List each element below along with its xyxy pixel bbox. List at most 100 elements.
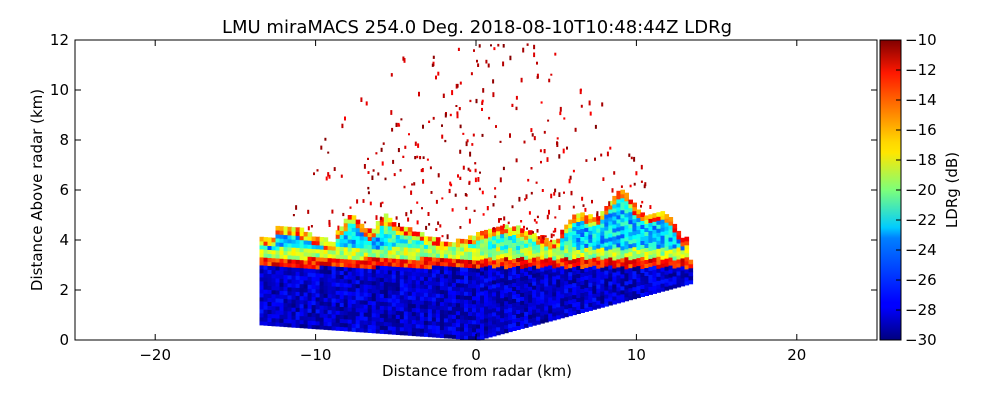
echo-cell — [343, 314, 349, 320]
echo-cell — [395, 266, 401, 271]
echo-cell — [620, 273, 625, 279]
echo-cell — [564, 232, 569, 238]
echo-cell — [371, 308, 377, 314]
echo-cell — [451, 258, 457, 263]
echo-cell — [492, 259, 497, 265]
echo-cell — [500, 301, 505, 307]
echo-cell — [644, 231, 649, 236]
echo-cell — [323, 261, 329, 266]
echo-cell — [556, 258, 561, 264]
echo-cell — [588, 266, 593, 271]
echo-cell — [500, 317, 505, 323]
echo-cell — [283, 262, 289, 268]
echo-cell — [648, 282, 653, 287]
echo-cell — [451, 334, 457, 339]
echo-cell — [568, 267, 573, 273]
echo-cell — [451, 270, 457, 275]
sparse-echo-point — [381, 201, 384, 204]
sparse-echo-point — [522, 47, 525, 53]
echo-cell — [552, 243, 557, 249]
echo-cell — [532, 245, 537, 250]
sparse-echo-point — [422, 124, 424, 129]
sparse-echo-point — [503, 216, 506, 221]
echo-cell — [624, 208, 629, 214]
echo-cell — [504, 284, 509, 290]
echo-cell — [263, 289, 269, 294]
echo-cell — [283, 274, 289, 280]
echo-cell — [652, 281, 657, 286]
echo-cell — [443, 285, 449, 291]
echo-cell — [395, 258, 401, 263]
echo-cell — [287, 254, 293, 260]
echo-cell — [339, 322, 345, 327]
echo-cell — [375, 225, 381, 230]
sparse-echo-point — [390, 110, 393, 115]
echo-cell — [447, 302, 453, 307]
sparse-echo-point — [531, 133, 534, 137]
echo-cell — [431, 252, 437, 258]
echo-cell — [355, 299, 361, 305]
echo-cell — [363, 228, 369, 233]
echo-cell — [383, 221, 389, 227]
echo-cell — [403, 298, 409, 304]
sparse-echo-point — [509, 133, 511, 138]
echo-cell — [395, 242, 401, 247]
echo-cell — [548, 304, 553, 310]
echo-cell — [375, 289, 381, 294]
echo-cell — [472, 243, 477, 249]
echo-cell — [343, 274, 349, 280]
echo-cell — [399, 246, 405, 252]
echo-cell — [652, 277, 657, 282]
echo-cell — [267, 317, 273, 322]
echo-cell — [472, 295, 477, 301]
echo-cell — [443, 241, 449, 247]
echo-cell — [604, 214, 609, 219]
echo-cell — [323, 273, 329, 278]
echo-cell — [652, 289, 657, 294]
echo-cell — [351, 223, 357, 228]
echo-cell — [411, 323, 417, 329]
echo-cell — [520, 324, 525, 329]
sparse-echo-point — [536, 75, 539, 79]
echo-cell — [355, 327, 361, 333]
echo-cell — [407, 235, 413, 240]
echo-cell — [339, 298, 345, 303]
echo-cell — [508, 295, 513, 301]
sparse-echo-point — [515, 158, 518, 163]
echo-cell — [451, 302, 457, 307]
echo-cell — [492, 271, 497, 277]
sparse-echo-point — [481, 190, 484, 195]
echo-cell — [476, 304, 481, 309]
echo-cell — [676, 230, 682, 236]
echo-cell — [528, 274, 533, 279]
echo-cell — [488, 228, 493, 234]
echo-cell — [391, 274, 397, 279]
echo-cell — [528, 318, 533, 323]
echo-cell — [620, 249, 625, 255]
echo-cell — [435, 281, 441, 286]
echo-cell — [636, 241, 641, 247]
echo-cell — [291, 287, 297, 292]
echo-cell — [431, 324, 437, 330]
echo-cell — [419, 324, 425, 329]
echo-cell — [371, 316, 377, 322]
y-tick-label: 4 — [59, 231, 69, 249]
echo-cell — [259, 312, 265, 318]
echo-cell — [480, 318, 485, 324]
echo-cell — [443, 325, 449, 331]
echo-cell — [612, 251, 617, 257]
echo-cell — [455, 334, 461, 340]
echo-cell — [315, 248, 321, 254]
echo-cell — [596, 248, 601, 253]
echo-cell — [291, 263, 297, 268]
echo-cell — [624, 240, 629, 246]
sparse-echo-point — [494, 187, 497, 190]
echo-cell — [439, 281, 445, 287]
echo-cell — [504, 316, 509, 322]
sparse-echo-point — [536, 229, 539, 233]
sparse-echo-point — [364, 221, 367, 224]
echo-cell — [343, 326, 349, 332]
sparse-echo-point — [414, 141, 417, 146]
echo-cell — [307, 276, 313, 281]
echo-cell — [632, 242, 637, 248]
